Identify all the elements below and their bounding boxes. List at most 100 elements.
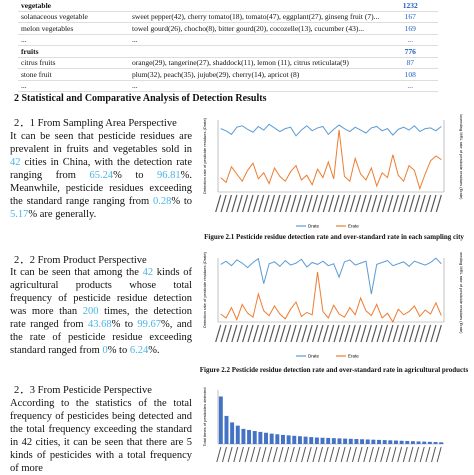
bar (292, 435, 297, 444)
text-run: % to (111, 319, 138, 330)
data-line (220, 257, 442, 295)
bar (247, 429, 252, 444)
x-label-stub (306, 324, 313, 343)
row-items: orange(29), tangerine(27), shaddock(11),… (129, 57, 383, 69)
paragraph: According to the statistics of the total… (10, 397, 192, 475)
bar (297, 436, 302, 444)
x-label-stub (295, 194, 302, 213)
text-run: 0 (102, 345, 108, 356)
bar (399, 440, 404, 444)
table-row: fruits 776 (18, 45, 439, 58)
x-label-stub (258, 324, 265, 343)
row-items (129, 0, 383, 12)
bar (337, 438, 342, 444)
legend-label: Drate (308, 354, 320, 359)
bar (314, 437, 319, 444)
row-name: solanaceous vegetable (18, 11, 129, 23)
bar (433, 442, 438, 444)
x-label-stub (268, 324, 276, 343)
bar (275, 434, 280, 444)
y2-axis-title: Exceeding MRL rate of pesticide residues… (459, 252, 464, 334)
table-row: stone fruit plum(32), peach(35), jujube(2… (18, 68, 439, 81)
x-label-stub (272, 446, 278, 463)
x-label-stub (414, 324, 421, 343)
table-row: solanaceous vegetable sweet pepper(42), c… (18, 11, 439, 23)
x-label-stub (274, 324, 281, 343)
x-label-stub (301, 446, 307, 463)
x-label-stub (387, 324, 394, 343)
data-line (220, 272, 442, 324)
bar (371, 439, 376, 444)
bar (360, 439, 365, 444)
x-label-stub (328, 194, 335, 213)
x-label-stub (338, 324, 346, 343)
text-run: %, and the rate of pesticide residue exc… (10, 319, 192, 356)
x-label-stub (381, 324, 389, 343)
x-label-stub (381, 194, 389, 213)
y-axis-title: Total times of pesticides detected (202, 388, 207, 447)
text-run: 43.68 (88, 319, 112, 330)
x-label-stub (216, 446, 222, 463)
text-run: 6.24 (129, 345, 149, 356)
x-label-stub (349, 324, 356, 343)
bar (269, 433, 274, 444)
row-total: 1232 (382, 0, 439, 12)
x-label-stub (419, 324, 426, 343)
table-row: melon vegetables towel gourd(26), chocho(… (18, 22, 439, 35)
x-label-stub (376, 194, 383, 213)
x-label-stub (398, 324, 405, 343)
text-run: 200 (82, 306, 99, 317)
figure-caption: Figure 2.1 Pesticide residue detection r… (204, 233, 464, 241)
x-label-stub (360, 194, 367, 213)
text-run: kinds of agricultural products whose tot… (10, 267, 193, 317)
y-axis-title: Detection rate of pesticide residues (Dr… (202, 117, 207, 194)
x-label-stub (435, 194, 442, 213)
x-label-stub (236, 324, 243, 343)
bar (218, 396, 223, 444)
x-label-stub (435, 324, 442, 343)
legend-label: Drate (308, 224, 320, 229)
x-label-stub (403, 324, 410, 343)
row-name: melon vegetables (18, 22, 129, 35)
x-label-stub (365, 324, 372, 343)
bar (252, 431, 257, 444)
text-run: % to (171, 196, 192, 207)
row-name: ... (18, 80, 129, 92)
bar (410, 441, 415, 444)
row-name: stone fruit (18, 68, 129, 81)
x-label-stub (215, 324, 222, 343)
x-label-stub (414, 446, 420, 463)
x-label-stub (333, 324, 340, 343)
x-label-stub (215, 194, 222, 213)
x-label-stub (301, 194, 308, 213)
row-total: 169 (382, 22, 439, 35)
x-label-stub (220, 324, 227, 343)
bar (439, 442, 444, 444)
row-items: ... (129, 80, 383, 92)
row-total: 108 (382, 68, 439, 81)
x-label-stub (231, 324, 238, 343)
bar (422, 441, 427, 444)
x-label-stub (220, 194, 227, 213)
row-items: towel gourd(26), chocho(8), bitter gourd… (129, 22, 383, 35)
x-label-stub (263, 194, 270, 213)
x-label-stub (334, 446, 340, 463)
text-run: % are generally. (28, 209, 97, 220)
x-label-stub (247, 194, 254, 213)
x-label-stub (344, 194, 351, 213)
x-label-stub (424, 194, 432, 213)
bar (230, 422, 235, 444)
x-label-stub (247, 324, 254, 343)
text-run: It can be seen that among the (10, 267, 143, 278)
text-run: 5.17 (10, 209, 29, 220)
bar (365, 439, 370, 444)
data-line (220, 123, 442, 137)
x-label-stub (311, 194, 319, 213)
x-label-stub (225, 194, 233, 213)
x-label-stub (285, 324, 292, 343)
text-run: 0.28 (152, 196, 172, 207)
x-label-stub (414, 194, 421, 213)
x-label-stub (285, 194, 292, 213)
x-label-stub (333, 194, 340, 213)
